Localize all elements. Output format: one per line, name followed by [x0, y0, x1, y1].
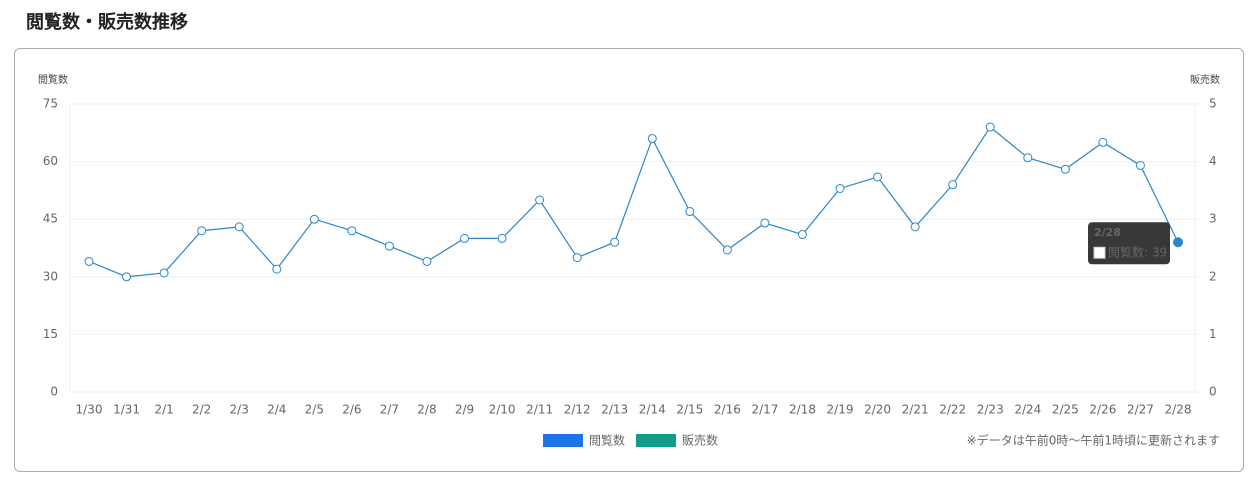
- data-point: [422, 256, 432, 266]
- data-point: [535, 195, 545, 205]
- y2-tick-label: 1: [1209, 327, 1217, 341]
- data-point: [1023, 153, 1033, 163]
- data-point: [1060, 164, 1070, 174]
- y2-axis-title: 販売数: [1190, 73, 1220, 86]
- y-tick-label: 30: [43, 269, 58, 283]
- data-point: [84, 256, 94, 266]
- y2-tick-label: 2: [1209, 269, 1217, 283]
- y-tick-label: 15: [43, 327, 58, 341]
- data-point: [948, 180, 958, 190]
- x-tick-label: 2/19: [827, 403, 854, 417]
- data-point: [384, 241, 394, 251]
- data-point: [910, 222, 920, 232]
- x-tick-label: 2/9: [455, 403, 474, 417]
- x-tick-label: 2/20: [864, 403, 891, 417]
- legend-swatch: [543, 434, 583, 447]
- x-tick-label: 1/31: [113, 403, 140, 417]
- x-tick-label: 2/10: [489, 403, 516, 417]
- y2-tick-label: 5: [1209, 97, 1217, 111]
- data-point: [347, 226, 357, 236]
- tooltip-box: [1088, 222, 1170, 265]
- y-tick-label: 45: [43, 212, 58, 226]
- x-tick-label: 2/18: [789, 403, 816, 417]
- data-point: [760, 218, 770, 228]
- data-point: [197, 226, 207, 236]
- data-point: [647, 134, 657, 144]
- x-tick-label: 2/16: [714, 403, 741, 417]
- y-tick-label: 0: [50, 385, 58, 399]
- data-point: [159, 268, 169, 278]
- x-tick-label: 2/4: [267, 403, 286, 417]
- data-point: [572, 253, 582, 263]
- data-point: [1098, 137, 1108, 147]
- x-tick-label: 2/26: [1089, 403, 1116, 417]
- x-tick-label: 2/15: [676, 403, 703, 417]
- x-tick-label: 2/12: [564, 403, 591, 417]
- x-tick-label: 2/21: [902, 403, 929, 417]
- x-tick-label: 2/11: [526, 403, 553, 417]
- tooltip-swatch: [1093, 246, 1106, 259]
- update-note: ※データは午前0時〜午前1時頃に更新されます: [967, 433, 1220, 448]
- legend-label: 閲覧数: [589, 433, 625, 448]
- x-tick-label: 2/1: [154, 403, 173, 417]
- x-tick-label: 2/17: [751, 403, 778, 417]
- data-point: [722, 245, 732, 255]
- data-point: [497, 233, 507, 243]
- x-tick-label: 2/3: [230, 403, 249, 417]
- y-tick-label: 60: [43, 154, 58, 168]
- y2-tick-label: 0: [1209, 385, 1217, 399]
- x-tick-label: 1/30: [76, 403, 103, 417]
- x-tick-label: 2/24: [1014, 403, 1041, 417]
- tooltip-text: 閲覧数: 39: [1108, 245, 1167, 260]
- data-point: [309, 214, 319, 224]
- section-title: 閲覧数・販売数推移: [26, 12, 188, 33]
- y-tick-label: 75: [43, 97, 58, 111]
- data-point: [685, 207, 695, 217]
- y-axis-title: 閲覧数: [38, 73, 68, 86]
- data-point: [873, 172, 883, 182]
- data-point: [797, 230, 807, 240]
- data-point: [985, 122, 995, 132]
- x-tick-label: 2/28: [1165, 403, 1192, 417]
- data-point: [272, 264, 282, 274]
- x-tick-label: 2/8: [417, 403, 436, 417]
- x-tick-label: 2/27: [1127, 403, 1154, 417]
- data-point: [460, 233, 470, 243]
- series-line: [88, 126, 1179, 278]
- chart-card: [14, 48, 1244, 472]
- x-tick-label: 2/22: [939, 403, 966, 417]
- x-tick-label: 2/7: [380, 403, 399, 417]
- data-point: [835, 183, 845, 193]
- y2-tick-label: 3: [1209, 212, 1217, 226]
- x-tick-label: 2/13: [601, 403, 628, 417]
- data-point: [234, 222, 244, 232]
- x-tick-label: 2/23: [977, 403, 1004, 417]
- x-tick-label: 2/14: [639, 403, 666, 417]
- tooltip-title: 2/28: [1094, 226, 1121, 239]
- data-point: [1135, 160, 1145, 170]
- legend-swatch: [636, 434, 676, 447]
- x-tick-label: 2/2: [192, 403, 211, 417]
- data-point: [122, 272, 132, 282]
- legend-label: 販売数: [682, 433, 718, 448]
- y2-tick-label: 4: [1209, 154, 1217, 168]
- data-point: [1173, 237, 1183, 248]
- x-tick-label: 2/6: [342, 403, 361, 417]
- data-point: [610, 237, 620, 247]
- x-tick-label: 2/25: [1052, 403, 1079, 417]
- x-tick-label: 2/5: [305, 403, 324, 417]
